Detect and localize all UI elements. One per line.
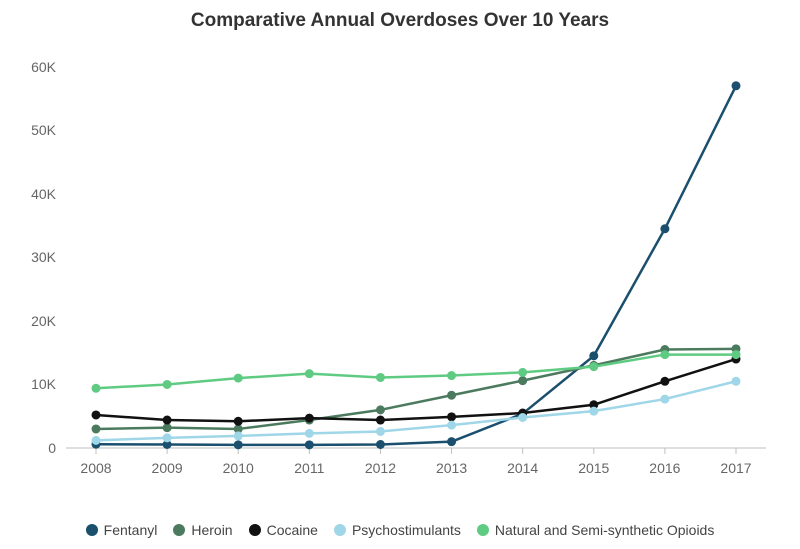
y-axis-labels: 0 10K 20K 30K 40K 50K 60K	[0, 48, 56, 468]
legend-label: Natural and Semi-synthetic Opioids	[495, 522, 714, 538]
legend-swatch-icon	[249, 524, 261, 536]
legend: Fentanyl Heroin Cocaine Psychostimulants Nat…	[0, 522, 800, 538]
series-marker	[163, 416, 172, 425]
x-tick-label: 2015	[578, 460, 609, 476]
series-marker	[376, 416, 385, 425]
x-tick-label: 2011	[294, 460, 324, 476]
legend-label: Fentanyl	[104, 522, 158, 538]
legend-item-1: Heroin	[173, 522, 232, 538]
x-tick-label: 2008	[80, 460, 111, 476]
x-axis-labels: 2008 2009 2010 2011 2012 2013 2014 2015 2016 2017	[66, 460, 766, 484]
series-marker	[589, 362, 598, 371]
series-line-4	[96, 355, 736, 389]
legend-swatch-icon	[86, 524, 98, 536]
series-marker	[376, 440, 385, 449]
series-marker	[518, 413, 527, 422]
series-marker	[447, 371, 456, 380]
series-marker	[732, 81, 741, 90]
series-line-0	[96, 86, 736, 445]
series-marker	[518, 368, 527, 377]
x-tick-label: 2016	[649, 460, 680, 476]
x-tick-label: 2013	[436, 460, 467, 476]
y-tick-label: 50K	[31, 122, 56, 138]
x-tick-label: 2017	[720, 460, 751, 476]
series-marker	[376, 427, 385, 436]
series-marker	[163, 433, 172, 442]
y-tick-label: 30K	[31, 249, 56, 265]
legend-item-2: Cocaine	[249, 522, 318, 538]
series-marker	[234, 374, 243, 383]
series-marker	[660, 395, 669, 404]
series-marker	[589, 407, 598, 416]
series-marker	[234, 417, 243, 426]
series-marker	[92, 384, 101, 393]
plot-svg	[66, 48, 766, 468]
legend-item-4: Natural and Semi-synthetic Opioids	[477, 522, 714, 538]
series-marker	[305, 440, 314, 449]
y-tick-label: 60K	[31, 59, 56, 75]
series-marker	[92, 424, 101, 433]
series-marker	[660, 350, 669, 359]
legend-label: Heroin	[191, 522, 232, 538]
series-marker	[376, 405, 385, 414]
y-tick-label: 0	[48, 440, 56, 456]
series-marker	[732, 377, 741, 386]
legend-swatch-icon	[173, 524, 185, 536]
series-marker	[92, 436, 101, 445]
series-marker	[305, 429, 314, 438]
x-tick-label: 2010	[223, 460, 254, 476]
y-tick-label: 20K	[31, 313, 56, 329]
y-tick-label: 10K	[31, 376, 56, 392]
x-tick-label: 2014	[507, 460, 538, 476]
series-marker	[447, 437, 456, 446]
series-marker	[305, 414, 314, 423]
series-marker	[660, 224, 669, 233]
series-marker	[447, 391, 456, 400]
legend-label: Cocaine	[267, 522, 318, 538]
series-marker	[234, 440, 243, 449]
series-marker	[518, 376, 527, 385]
series-line-2	[96, 359, 736, 421]
legend-item-3: Psychostimulants	[334, 522, 461, 538]
chart-container: Comparative Annual Overdoses Over 10 Yea…	[0, 0, 800, 549]
legend-swatch-icon	[334, 524, 346, 536]
legend-label: Psychostimulants	[352, 522, 461, 538]
series-marker	[163, 380, 172, 389]
series-marker	[660, 377, 669, 386]
series-marker	[447, 412, 456, 421]
legend-item-0: Fentanyl	[86, 522, 158, 538]
series-marker	[589, 351, 598, 360]
y-tick-label: 40K	[31, 186, 56, 202]
series-marker	[92, 410, 101, 419]
legend-swatch-icon	[477, 524, 489, 536]
series-marker	[376, 373, 385, 382]
series-marker	[447, 421, 456, 430]
series-marker	[234, 431, 243, 440]
series-marker	[305, 369, 314, 378]
x-tick-label: 2012	[365, 460, 396, 476]
series-marker	[732, 350, 741, 359]
x-tick-label: 2009	[152, 460, 183, 476]
chart-title: Comparative Annual Overdoses Over 10 Yea…	[0, 0, 800, 32]
